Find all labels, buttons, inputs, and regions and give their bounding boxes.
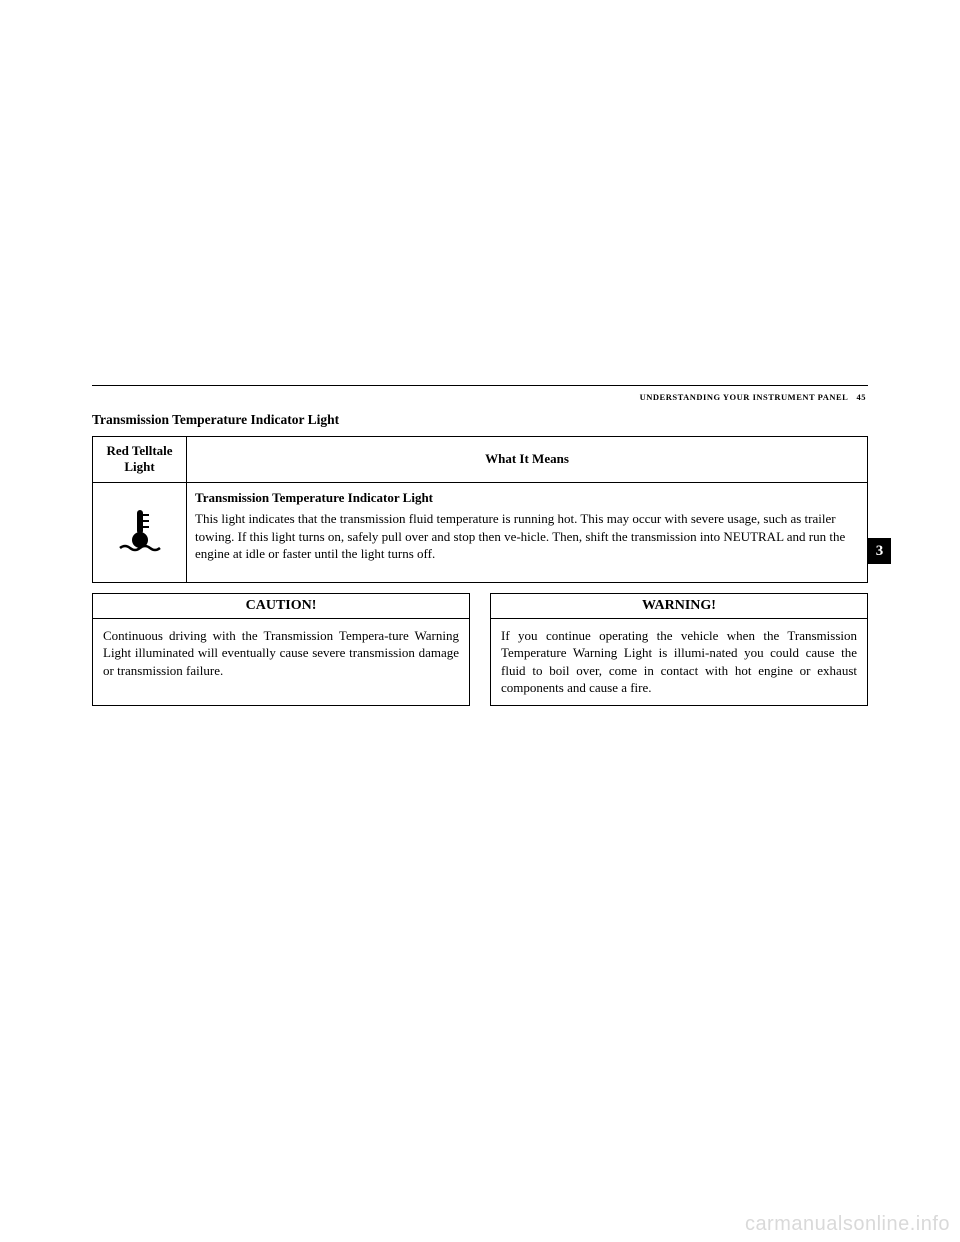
transmission-temp-icon	[114, 504, 166, 556]
table-body-row: Transmission Temperature Indicator Light…	[93, 482, 868, 582]
caution-box: CAUTION! Continuous driving with the Tra…	[92, 593, 470, 706]
running-head: UNDERSTANDING YOUR INSTRUMENT PANEL 45	[92, 392, 868, 402]
col1-header-line1: Red Telltale	[106, 443, 172, 458]
caution-title: CAUTION!	[93, 594, 469, 619]
watermark: carmanualsonline.info	[745, 1213, 950, 1236]
content-area: UNDERSTANDING YOUR INSTRUMENT PANEL 45 T…	[92, 385, 868, 706]
table-header-col2: What It Means	[187, 437, 868, 483]
table-header-col1: Red Telltale Light	[93, 437, 187, 483]
section-title: Transmission Temperature Indicator Light	[92, 412, 868, 428]
warning-title: WARNING!	[491, 594, 867, 619]
table-header-row: Red Telltale Light What It Means	[93, 437, 868, 483]
telltale-table: Red Telltale Light What It Means	[92, 436, 868, 583]
cell-body: This light indicates that the transmissi…	[195, 510, 859, 563]
telltale-body-cell: Transmission Temperature Indicator Light…	[187, 482, 868, 582]
cell-title: Transmission Temperature Indicator Light	[195, 489, 859, 507]
page-number: 45	[857, 392, 867, 402]
running-head-text: UNDERSTANDING YOUR INSTRUMENT PANEL	[640, 392, 848, 402]
chapter-tab: 3	[868, 538, 891, 564]
telltale-icon-cell	[93, 482, 187, 582]
warning-box: WARNING! If you continue operating the v…	[490, 593, 868, 706]
page: UNDERSTANDING YOUR INSTRUMENT PANEL 45 T…	[0, 0, 960, 1242]
boxes-row: CAUTION! Continuous driving with the Tra…	[92, 593, 868, 706]
warning-body: If you continue operating the vehicle wh…	[491, 619, 867, 705]
caution-body: Continuous driving with the Transmission…	[93, 619, 469, 688]
col1-header-line2: Light	[124, 459, 154, 474]
